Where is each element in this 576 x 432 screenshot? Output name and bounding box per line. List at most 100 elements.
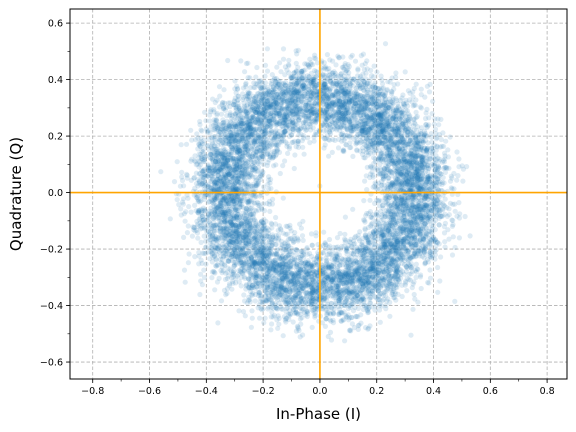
scatter-point: [194, 131, 200, 137]
scatter-point: [323, 85, 329, 91]
scatter-point: [355, 248, 361, 254]
scatter-point: [290, 89, 297, 95]
scatter-point: [404, 129, 410, 135]
scatter-point: [415, 211, 421, 217]
scatter-point: [417, 206, 423, 212]
scatter-point: [371, 88, 377, 94]
scatter-point: [297, 256, 303, 262]
scatter-point: [436, 165, 442, 171]
scatter-point: [342, 87, 348, 93]
scatter-point: [228, 218, 234, 224]
scatter-point: [349, 278, 355, 284]
scatter-point: [328, 311, 334, 317]
scatter-point: [269, 288, 276, 294]
scatter-point: [378, 103, 384, 110]
scatter-point: [234, 192, 241, 198]
scatter-point: [390, 232, 396, 238]
scatter-point: [454, 149, 460, 155]
scatter-point: [417, 211, 423, 217]
scatter-point: [382, 213, 389, 219]
scatter-point: [409, 223, 415, 229]
scatter-point: [324, 105, 330, 112]
scatter-point: [289, 139, 295, 145]
scatter-point: [209, 275, 215, 281]
scatter-point: [309, 106, 315, 112]
scatter-point: [337, 278, 343, 284]
scatter-point: [199, 282, 205, 288]
scatter-point: [369, 94, 375, 100]
scatter-point: [231, 134, 237, 140]
scatter-point: [236, 164, 243, 170]
scatter-point: [272, 285, 278, 291]
scatter-point: [384, 166, 390, 172]
scatter-point: [354, 260, 360, 266]
scatter-point: [442, 196, 448, 202]
scatter-point: [403, 113, 409, 119]
scatter-point: [373, 229, 380, 235]
scatter-point: [295, 103, 301, 109]
scatter-point: [380, 127, 386, 133]
scatter-point: [312, 112, 319, 118]
scatter-point: [400, 229, 406, 236]
scatter-point: [387, 250, 393, 256]
scatter-point: [342, 91, 348, 97]
scatter-point: [419, 216, 425, 222]
scatter-point: [419, 207, 425, 213]
scatter-point: [342, 299, 349, 305]
scatter-point: [367, 323, 373, 329]
scatter-point: [288, 89, 294, 96]
scatter-point: [277, 245, 284, 251]
scatter-point: [414, 205, 420, 211]
scatter-point: [206, 174, 212, 180]
scatter-point: [286, 252, 292, 258]
scatter-point: [298, 265, 304, 271]
scatter-point: [376, 154, 383, 161]
scatter-point: [421, 173, 427, 179]
scatter-point: [280, 163, 286, 169]
scatter-point: [206, 136, 212, 142]
scatter-point: [221, 160, 227, 166]
scatter-point: [307, 280, 313, 286]
scatter-point: [362, 178, 368, 184]
scatter-point: [372, 261, 378, 267]
scatter-point: [236, 138, 242, 144]
scatter-point: [384, 253, 390, 259]
scatter-point: [437, 213, 443, 219]
scatter-point: [362, 280, 368, 286]
scatter-point: [279, 106, 285, 112]
scatter-point: [344, 259, 350, 266]
scatter-point: [350, 127, 356, 133]
scatter-point: [408, 271, 414, 277]
scatter-point: [284, 114, 290, 120]
scatter-point: [229, 173, 235, 179]
scatter-point: [244, 236, 251, 242]
scatter-point: [211, 227, 217, 234]
scatter-point: [389, 214, 395, 220]
scatter-point: [350, 275, 356, 281]
scatter-point: [296, 300, 302, 306]
scatter-point: [253, 178, 259, 184]
scatter-point: [432, 248, 438, 254]
scatter-point: [358, 252, 364, 258]
scatter-point: [181, 183, 187, 189]
scatter-point: [225, 134, 231, 140]
scatter-point: [279, 276, 285, 282]
scatter-point: [240, 91, 246, 97]
scatter-point: [274, 251, 280, 257]
scatter-point: [424, 212, 430, 218]
scatter-point: [228, 155, 234, 161]
scatter-point: [252, 126, 259, 132]
scatter-point: [391, 142, 397, 149]
scatter-point: [379, 77, 385, 83]
scatter-point: [358, 272, 364, 278]
scatter-point: [265, 230, 272, 236]
scatter-point: [256, 109, 262, 115]
scatter-point: [284, 67, 290, 73]
scatter-point: [254, 275, 260, 281]
scatter-point: [391, 148, 397, 154]
scatter-point: [403, 123, 409, 129]
scatter-point: [385, 263, 391, 269]
scatter-point: [394, 269, 401, 275]
scatter-point: [334, 119, 340, 125]
